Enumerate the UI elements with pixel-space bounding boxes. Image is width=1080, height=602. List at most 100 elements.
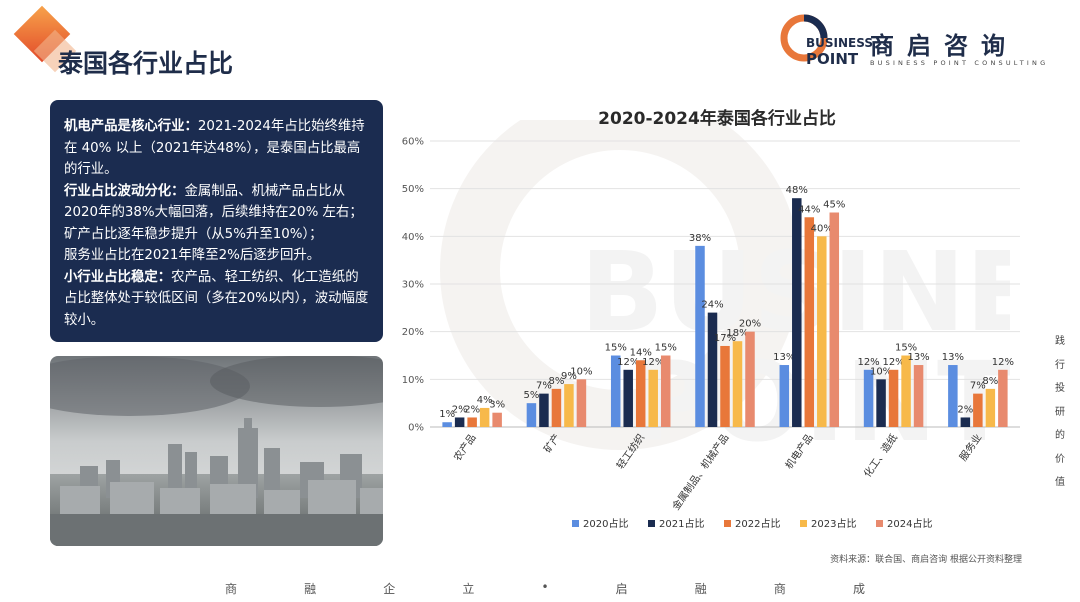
x-category-label: 化工、造纸 [861,431,900,479]
summary-paragraph-5: 小行业占比稳定：农产品、轻工纺织、化工造纸的占比整体处于较低区间（多在20%以内… [64,267,371,332]
bar-value-label: 12% [857,357,879,368]
page-title: 泰国各行业占比 [58,49,234,78]
bar-value-label: 3% [489,400,505,411]
side-slogan-char: 值 [1055,477,1065,488]
summary-heading-stable: 小行业占比稳定： [64,269,172,285]
footer-char: • [541,580,549,594]
bar [720,345,730,427]
logo-chinese-name: 商启咨询 [870,32,1018,60]
legend-label: 2020占比 [583,517,628,530]
city-skyline-image [50,356,383,546]
bar [876,379,886,427]
logo-mark-icon [780,14,828,62]
bar [732,341,743,427]
footer-char: 商 [225,582,238,596]
y-tick-label: 60% [402,137,424,148]
footer-char: 融 [694,582,707,596]
summary-paragraph-2: 行业占比波动分化：金属制品、机械产品占比从2020年的38%大幅回落，后续维持在… [64,181,371,224]
bar-value-label: 9% [561,371,577,382]
bar-value-label: 4% [477,395,493,406]
summary-paragraph-4: 服务业占比在2021年降至2%后逐步回升。 [64,248,321,263]
bar-value-label: 40% [811,223,833,234]
summary-text-stable: 农产品、轻工纺织、化工造纸的占比整体处于较低区间（多在20%以内），波动幅度较小… [64,269,369,328]
summary-text-fluctuation: 金属制品、机械产品占比从2020年的38%大幅回落，后续维持在20% 左右； [64,183,363,221]
side-slogan-char: 投 [1055,383,1065,394]
side-slogan-char: 行 [1055,359,1065,371]
side-slogan-char: 践 [1055,336,1065,347]
bar-value-label: 13% [773,352,795,363]
bar-value-label: 10% [570,366,592,377]
footer-char: 商 [773,582,786,596]
bar [745,331,755,427]
bar-value-label: 44% [798,204,820,215]
legend-label: 2023占比 [811,517,856,530]
bar-value-label: 8% [982,376,998,387]
bar-value-label: 38% [689,233,711,244]
side-slogan-char: 价 [1055,453,1065,465]
footer-char: 立 [462,582,475,596]
bar [948,365,958,427]
y-tick-label: 40% [402,232,424,243]
y-tick-label: 20% [402,327,424,338]
bar [610,355,621,427]
bar [564,384,574,427]
bar-value-label: 12% [992,357,1014,368]
bar-value-label: 8% [548,376,564,387]
bar-value-label: 2% [452,404,468,415]
bar [985,388,996,427]
bar-value-label: 18% [726,328,748,339]
logo-text-point: POINT [806,50,859,68]
bar [973,393,983,427]
x-category-label: 金属制品、机械产品 [669,431,731,512]
legend-swatch [800,520,807,527]
side-slogan: 践 行 投 研 的 价 值 [1050,336,1070,489]
bar-value-label: 17% [714,333,736,344]
summary-panel: 机电产品是核心行业：2021-2024年占比始终维持在 40% 以上（2021年… [50,100,383,342]
legend-swatch [876,520,883,527]
summary-text-core: 2021-2024年占比始终维持在 40% 以上（2021年达48%），是泰国占… [64,119,365,177]
bar [623,369,633,427]
bar-value-label: 20% [739,319,761,330]
y-tick-label: 50% [402,184,424,195]
bar [888,369,899,427]
chart-title: 2020-2024年泰国各行业占比 [598,109,836,129]
bar [998,369,1008,427]
bar-value-label: 45% [823,200,845,211]
bar-value-label: 7% [970,381,986,392]
summary-paragraph-1: 机电产品是核心行业：2021-2024年占比始终维持在 40% 以上（2021年… [64,116,371,181]
bar [442,422,452,427]
bar-chart: 0%10%20%30%40%50%60%1%2%2%4%3%农产品5%7%8%9… [402,137,1020,530]
side-slogan-char: 研 [1055,406,1065,418]
bar [576,379,587,427]
legend-label: 2022占比 [735,517,780,530]
bar [901,355,911,427]
bar [551,388,562,427]
bar [467,417,477,427]
footer-slogan: 商 融 企 立 • 启 融 商 成 [225,580,865,597]
bar-value-label: 15% [605,343,627,354]
legend-label: 2021占比 [659,517,704,530]
bar [479,407,490,427]
summary-paragraph-3: 矿产占比逐年稳步提升（从5%升至10%）； [64,226,323,242]
logo-text-business: BUSINESS [806,36,873,50]
legend-swatch [724,520,731,527]
bar [863,369,874,427]
bar [539,393,549,427]
x-category-label: 农产品 [451,431,479,463]
x-category-label: 轻工纺织 [614,431,648,471]
bar-value-label: 10% [870,366,892,377]
bar [526,403,537,427]
bar [648,369,658,427]
bar-value-label: 12% [642,357,664,368]
bar [635,360,646,427]
legend-label: 2024占比 [887,517,932,530]
bar [707,312,718,427]
bar [792,198,802,427]
bar-value-label: 15% [655,343,677,354]
bar [779,365,790,427]
bar [913,365,924,427]
x-category-label: 矿产 [541,431,563,455]
bar-value-label: 48% [786,185,808,196]
y-tick-label: 10% [402,375,424,386]
legend-swatch [648,520,655,527]
